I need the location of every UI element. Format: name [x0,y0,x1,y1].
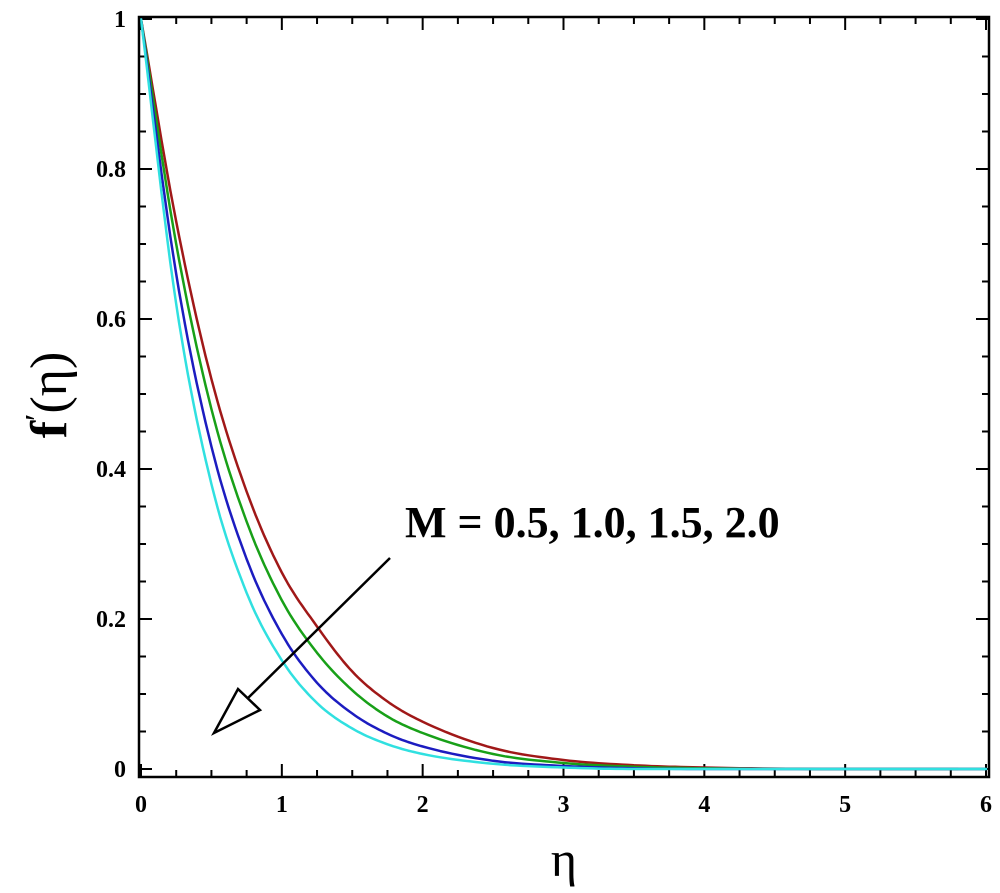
series-line-2 [139,17,988,771]
x-axis-label: η [551,831,577,887]
y-tick-label: 0.8 [96,157,126,183]
x-tick-label: 2 [417,792,429,818]
y-tick-label: 0.2 [96,607,126,633]
annotation-arrow-shaft [247,557,391,699]
svg-text:f′(η): f′(η) [19,352,78,439]
y-tick-label: 1 [114,7,126,33]
series-line-4 [139,17,988,771]
annotation-arrow-head [210,686,263,736]
x-tick-label: 3 [558,792,570,818]
series-line-1 [139,17,960,771]
y-axis-label-f: f [21,420,78,438]
series-line-3 [139,17,988,771]
plot-frame [137,15,991,779]
y-tick-label: 0.4 [96,457,126,483]
annotation-label: M = 0.5, 1.0, 1.5, 2.0 [405,498,780,547]
y-axis-label: f′(η) [19,352,78,439]
x-tick-label: 0 [135,792,147,818]
y-tick-label: 0.6 [96,307,126,333]
x-tick-label: 6 [980,792,992,818]
axis-ticks: 0 1 2 3 4 5 6 0 0.2 0.4 0.6 0.8 1 [96,7,992,818]
series-group [139,17,988,771]
x-tick-label: 4 [698,792,710,818]
y-axis-label-prime: ′ [19,414,56,421]
y-axis-label-arg: (η) [21,352,78,414]
y-tick-label: 0 [114,757,126,783]
x-tick-label: 5 [839,792,851,818]
x-tick-label: 1 [276,792,288,818]
